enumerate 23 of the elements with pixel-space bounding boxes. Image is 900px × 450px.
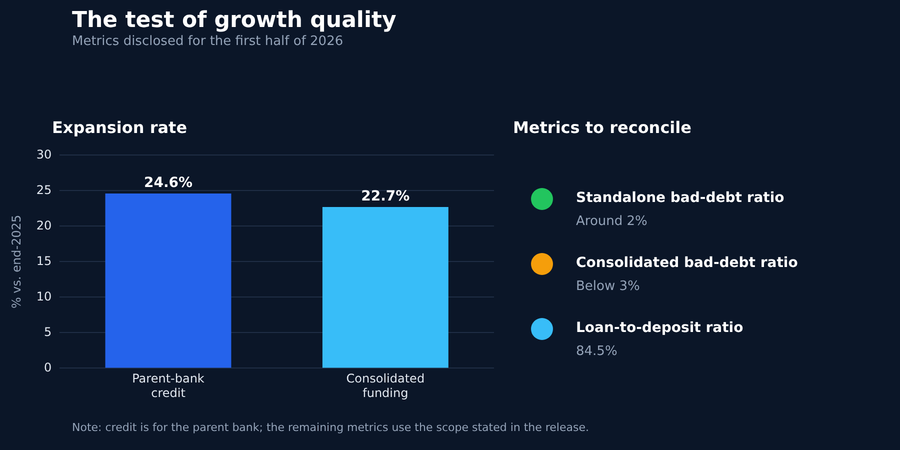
data-label: 22.7%: [361, 188, 410, 205]
chart-title: Expansion rate: [52, 118, 188, 137]
text: Metrics disclosed for the first half of 2026: [72, 34, 344, 49]
y-tick-label: 15: [36, 254, 52, 268]
text: Metrics to reconcile: [513, 118, 692, 137]
text: Around 2%: [576, 214, 648, 229]
y-tick-label: 30: [36, 147, 52, 162]
x-tick-label: Consolidated funding: [346, 372, 425, 400]
y-tick-label: 20: [36, 218, 52, 232]
x-tick-label: Parent-bank credit: [132, 372, 204, 400]
text: 84.5%: [576, 344, 618, 359]
text: Note: credit is for the parent bank; the remaining metrics use the scope stated in the release.: [72, 421, 589, 434]
text: Below 3%: [576, 279, 640, 294]
data-label: 24.6%: [144, 175, 193, 192]
text: Loan-to-deposit ratio: [576, 320, 744, 336]
y-tick-label: 10: [36, 289, 52, 304]
text: Consolidated bad-debt ratio: [576, 255, 798, 271]
text: The test of growth quality: [72, 8, 396, 33]
y-tick-label: 0: [44, 360, 52, 374]
y-axis-title: % vs. end-2025: [9, 214, 24, 309]
text: Standalone bad-debt ratio: [576, 190, 784, 206]
y-tick-label: 5: [44, 324, 52, 339]
y-tick-label: 25: [36, 182, 52, 197]
